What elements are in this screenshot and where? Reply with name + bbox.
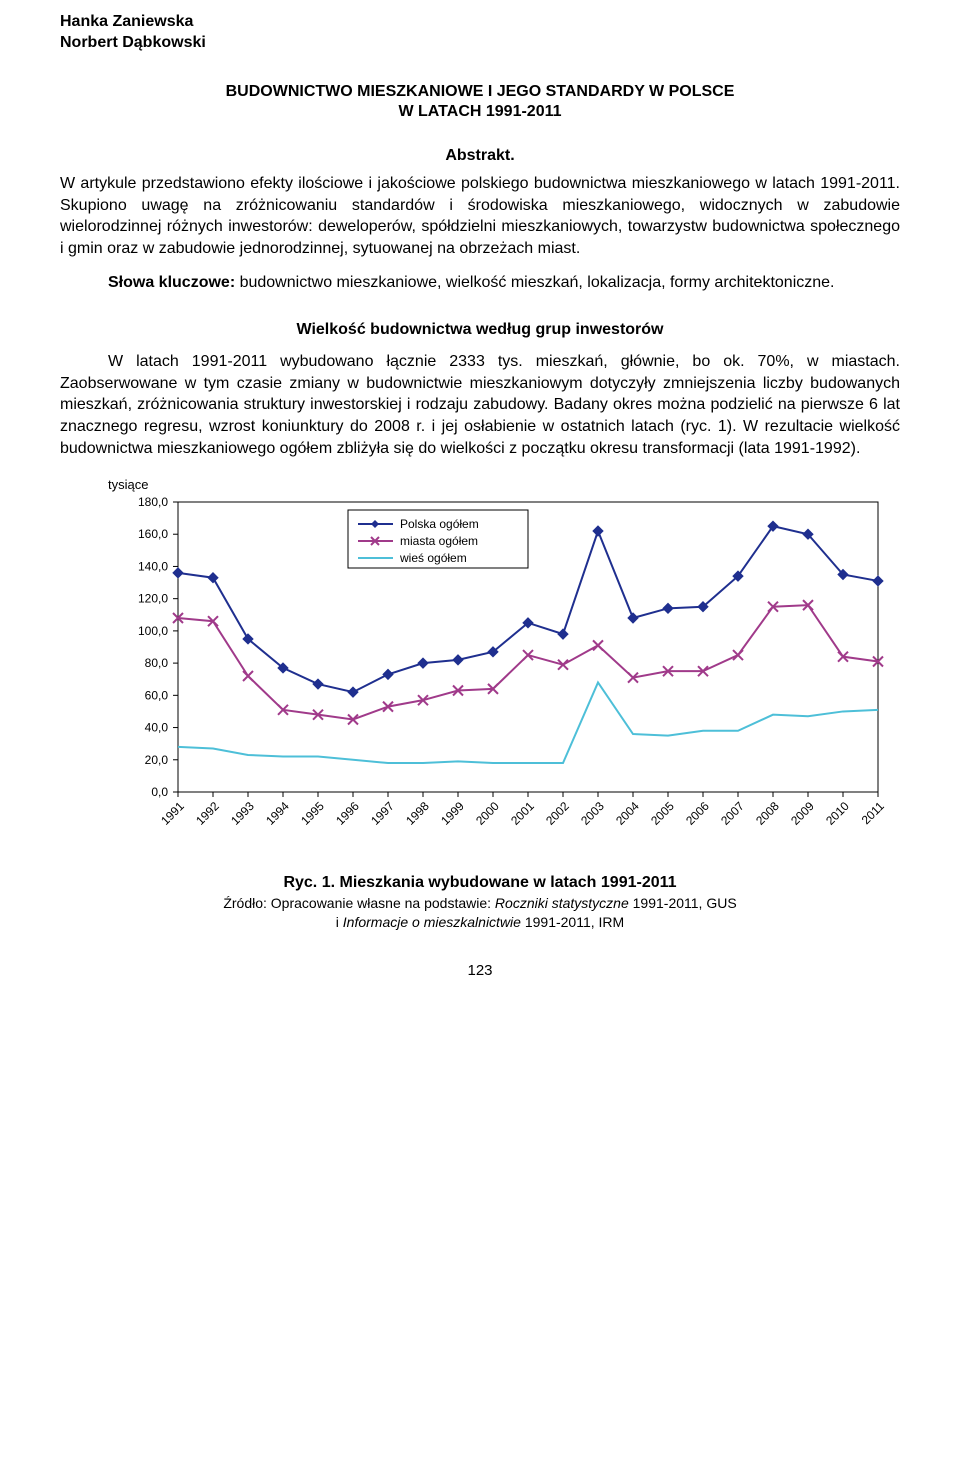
svg-text:2007: 2007 — [718, 799, 747, 828]
svg-text:100,0: 100,0 — [138, 624, 168, 638]
svg-text:1993: 1993 — [228, 799, 257, 828]
svg-text:120,0: 120,0 — [138, 592, 168, 606]
svg-text:2000: 2000 — [473, 799, 502, 828]
svg-text:2006: 2006 — [683, 799, 712, 828]
svg-text:20,0: 20,0 — [145, 753, 169, 767]
svg-text:2004: 2004 — [613, 799, 642, 828]
svg-text:1999: 1999 — [438, 799, 467, 828]
svg-text:1994: 1994 — [263, 799, 292, 828]
svg-text:160,0: 160,0 — [138, 527, 168, 541]
caption-line-3: i Informacje o mieszkalnictwie 1991-2011… — [60, 913, 900, 932]
svg-text:40,0: 40,0 — [145, 721, 169, 735]
svg-text:80,0: 80,0 — [145, 656, 169, 670]
svg-text:1992: 1992 — [193, 799, 222, 828]
author-1: Hanka Zaniewska — [60, 12, 900, 33]
title-line-1: BUDOWNICTWO MIESZKANIOWE I JEGO STANDARD… — [60, 82, 900, 103]
svg-text:2010: 2010 — [823, 799, 852, 828]
svg-text:2002: 2002 — [543, 799, 572, 828]
chart-y-unit: tysiące — [108, 477, 898, 492]
caption-3c: 1991-2011, IRM — [521, 914, 624, 930]
svg-text:2003: 2003 — [578, 799, 607, 828]
svg-text:2008: 2008 — [753, 799, 782, 828]
title-line-2: W LATACH 1991-2011 — [60, 102, 900, 123]
authors-block: Hanka Zaniewska Norbert Dąbkowski — [60, 12, 900, 54]
paper-title: BUDOWNICTWO MIESZKANIOWE I JEGO STANDARD… — [60, 82, 900, 124]
caption-line-1: Ryc. 1. Mieszkania wybudowane w latach 1… — [60, 872, 900, 894]
svg-text:140,0: 140,0 — [138, 560, 168, 574]
section-1-body: W latach 1991-2011 wybudowano łącznie 23… — [60, 351, 900, 459]
svg-text:Polska ogółem: Polska ogółem — [400, 517, 479, 531]
page-number: 123 — [60, 962, 900, 979]
caption-3b: Informacje o mieszkalnictwie — [343, 914, 521, 930]
svg-text:1995: 1995 — [298, 799, 327, 828]
keywords-text: budownictwo mieszkaniowe, wielkość miesz… — [235, 274, 834, 291]
svg-text:2001: 2001 — [508, 799, 537, 828]
svg-text:miasta ogółem: miasta ogółem — [400, 534, 478, 548]
svg-text:1996: 1996 — [333, 799, 362, 828]
abstract-label: Abstrakt. — [60, 147, 900, 165]
abstract-paragraph-1: W artykule przedstawiono efekty ilościow… — [60, 173, 900, 259]
caption-3a: i — [336, 914, 343, 930]
keywords-paragraph: Słowa kluczowe: budownictwo mieszkaniowe… — [60, 272, 900, 294]
caption-line-2: Źródło: Opracowanie własne na podstawie:… — [60, 894, 900, 913]
figure-1: tysiące 0,0 20,0 40,0 60,0 80,0 100,0 120,0 140… — [108, 477, 898, 862]
line-chart: 0,0 20,0 40,0 60,0 80,0 100,0 120,0 140,0 160,0 1… — [108, 492, 898, 862]
caption-2b: Roczniki statystyczne — [495, 895, 629, 911]
author-2: Norbert Dąbkowski — [60, 33, 900, 54]
svg-text:2009: 2009 — [788, 799, 817, 828]
svg-text:2005: 2005 — [648, 799, 677, 828]
svg-text:1997: 1997 — [368, 799, 397, 828]
svg-text:1998: 1998 — [403, 799, 432, 828]
svg-text:0,0: 0,0 — [151, 785, 168, 799]
svg-text:60,0: 60,0 — [145, 688, 169, 702]
caption-2a: Źródło: Opracowanie własne na podstawie: — [223, 895, 495, 911]
svg-text:180,0: 180,0 — [138, 495, 168, 509]
svg-text:wieś ogółem: wieś ogółem — [399, 551, 467, 565]
caption-2c: 1991-2011, GUS — [629, 895, 737, 911]
keywords-label: Słowa kluczowe: — [108, 274, 235, 291]
svg-text:2011: 2011 — [859, 799, 887, 827]
svg-text:1991: 1991 — [158, 799, 187, 828]
figure-1-caption: Ryc. 1. Mieszkania wybudowane w latach 1… — [60, 872, 900, 931]
section-1-title: Wielkość budownictwa według grup inwesto… — [60, 321, 900, 339]
